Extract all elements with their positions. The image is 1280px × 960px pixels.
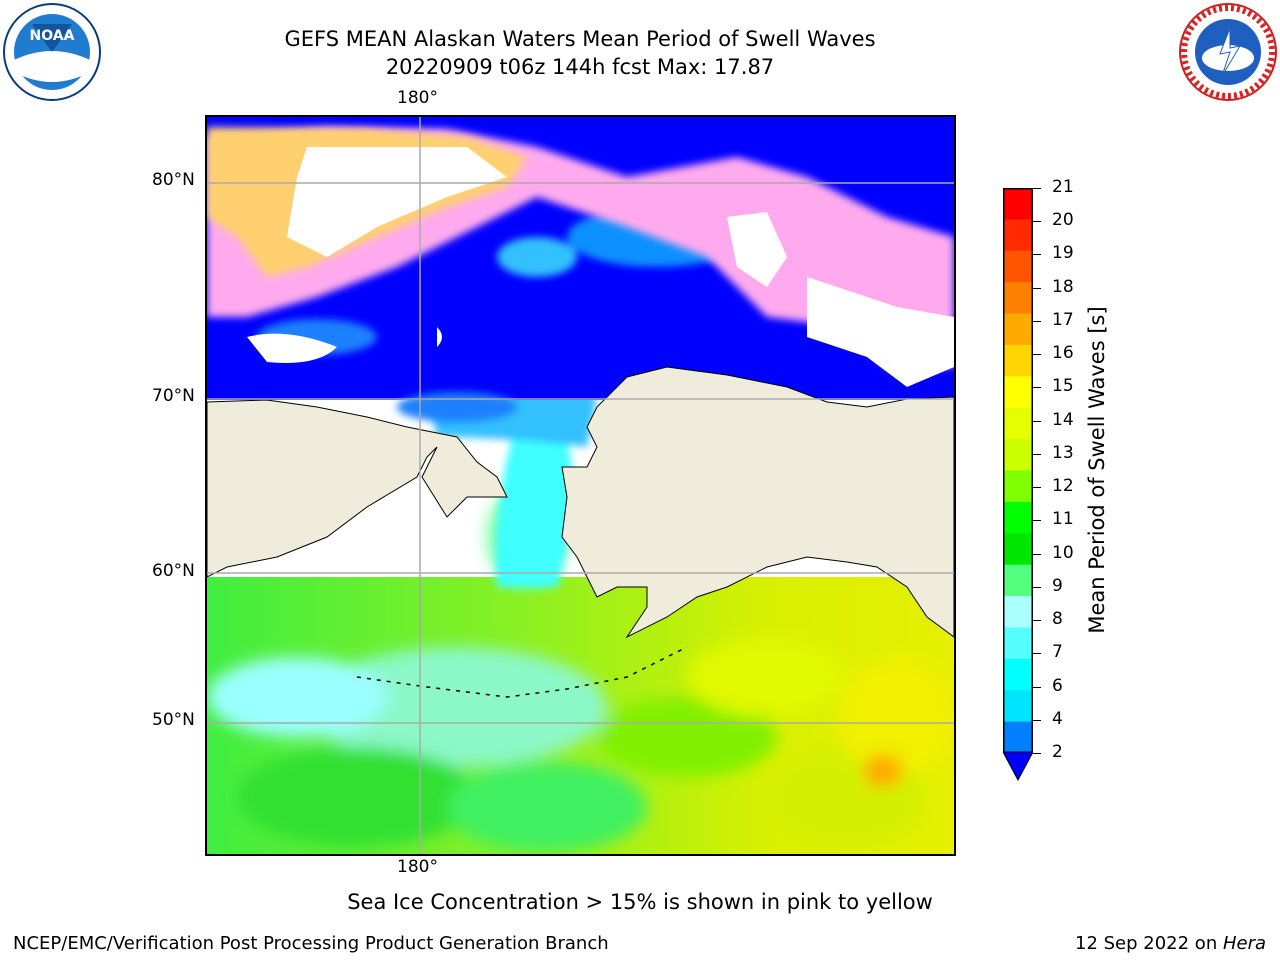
noaa-logo: NOAA xyxy=(2,2,102,106)
colorbar-swatch xyxy=(1003,407,1033,440)
colorbar-swatch xyxy=(1003,596,1033,628)
colorbar-tick-mark xyxy=(1033,387,1041,389)
colorbar-tick-label: 7 xyxy=(1052,642,1063,663)
land-alaska xyxy=(561,366,954,639)
land-siberia xyxy=(207,399,508,578)
colorbar-swatch xyxy=(1003,188,1033,220)
colorbar-tick-label: 8 xyxy=(1052,609,1063,630)
colorbar-tick-label: 13 xyxy=(1052,442,1074,463)
colorbar-tick-label: 16 xyxy=(1052,343,1074,364)
colorbar-tick-label: 14 xyxy=(1052,409,1074,430)
colorbar-tick-mark xyxy=(1033,686,1041,688)
colorbar-tick-label: 12 xyxy=(1052,476,1074,497)
chart-subtitle: 20220909 t06z 144h fcst Max: 17.87 xyxy=(385,55,775,79)
colorbar-swatch xyxy=(1003,219,1033,252)
colorbar-tick-label: 10 xyxy=(1052,542,1074,563)
colorbar-tick-mark xyxy=(1033,254,1041,256)
map-canvas xyxy=(207,117,954,854)
colorbar-tick-mark xyxy=(1033,420,1041,422)
colorbar-swatch xyxy=(1003,721,1033,754)
colorbar-swatch xyxy=(1003,282,1033,315)
latitude-label-80n: 80°N xyxy=(152,170,195,190)
latitude-label-70n: 70°N xyxy=(152,386,195,406)
colorbar-tick-label: 2 xyxy=(1052,742,1063,762)
colorbar-tick-mark xyxy=(1033,586,1041,588)
colorbar-tick-mark xyxy=(1033,221,1041,223)
colorbar-tick-mark xyxy=(1033,719,1041,721)
colorbar-title: Mean Period of Swell Waves [s] xyxy=(1085,306,1109,634)
footer-host: Hera xyxy=(1222,933,1266,954)
nws-logo xyxy=(1178,2,1278,106)
colorbar-tick-mark xyxy=(1033,753,1041,754)
colorbar-swatch xyxy=(1003,250,1033,283)
longitude-label-top: 180° xyxy=(397,88,438,108)
colorbar-tick-mark xyxy=(1033,354,1041,356)
footer-credit: NCEP/EMC/Verification Post Processing Pr… xyxy=(13,933,609,954)
colorbar-tick-label: 9 xyxy=(1052,575,1063,596)
colorbar-tick-mark xyxy=(1033,553,1041,555)
chart-title: GEFS MEAN Alaskan Waters Mean Period of … xyxy=(284,27,876,51)
footer-date-text: 12 Sep 2022 on xyxy=(1075,933,1223,954)
gridlines xyxy=(207,117,954,854)
colorbar-swatch xyxy=(1003,344,1033,377)
colorbar-swatches xyxy=(1003,188,1033,754)
footer-date: 12 Sep 2022 on Hera xyxy=(1075,933,1266,954)
colorbar-tick-mark xyxy=(1033,620,1041,622)
colorbar-tick-mark xyxy=(1033,188,1041,189)
sea-ice xyxy=(207,127,954,387)
colorbar-swatch xyxy=(1003,376,1033,409)
latitude-label-50n: 50°N xyxy=(152,710,195,730)
colorbar-tick-mark xyxy=(1033,520,1041,522)
aleutian-islands xyxy=(356,646,688,698)
colorbar-tick-label: 18 xyxy=(1052,276,1074,297)
colorbar-tick-mark xyxy=(1033,487,1041,489)
colorbar-swatch xyxy=(1003,439,1033,471)
colorbar-swatch xyxy=(1003,501,1033,534)
colorbar-tick-label: 11 xyxy=(1052,509,1074,530)
colorbar-swatch xyxy=(1003,470,1033,503)
colorbar-extend-arrow xyxy=(1003,752,1033,782)
colorbar-swatch xyxy=(1003,533,1033,566)
colorbar-swatch xyxy=(1003,690,1033,723)
colorbar-tick-mark xyxy=(1033,320,1041,322)
colorbar-tick-label: 17 xyxy=(1052,309,1074,330)
colorbar-tick-label: 4 xyxy=(1052,708,1063,729)
colorbar-tick-mark xyxy=(1033,453,1041,455)
colorbar-tick-label: 19 xyxy=(1052,243,1074,264)
colorbar-swatch xyxy=(1003,658,1033,691)
colorbar-tick-mark xyxy=(1033,653,1041,655)
colorbar-tick-label: 21 xyxy=(1052,177,1074,197)
colorbar-swatch xyxy=(1003,564,1033,597)
colorbar-tick-label: 20 xyxy=(1052,210,1074,231)
colorbar xyxy=(1003,188,1033,754)
sea-ice-note: Sea Ice Concentration > 15% is shown in … xyxy=(347,890,933,914)
colorbar-tick-mark xyxy=(1033,287,1041,289)
map-panel xyxy=(205,115,956,856)
colorbar-tick-label: 15 xyxy=(1052,376,1074,397)
colorbar-tick-label: 6 xyxy=(1052,675,1063,696)
latitude-label-60n: 60°N xyxy=(152,561,195,581)
longitude-label-bottom: 180° xyxy=(397,857,438,877)
colorbar-swatch xyxy=(1003,313,1033,346)
noaa-logo-text: NOAA xyxy=(30,28,75,44)
colorbar-swatch xyxy=(1003,627,1033,660)
